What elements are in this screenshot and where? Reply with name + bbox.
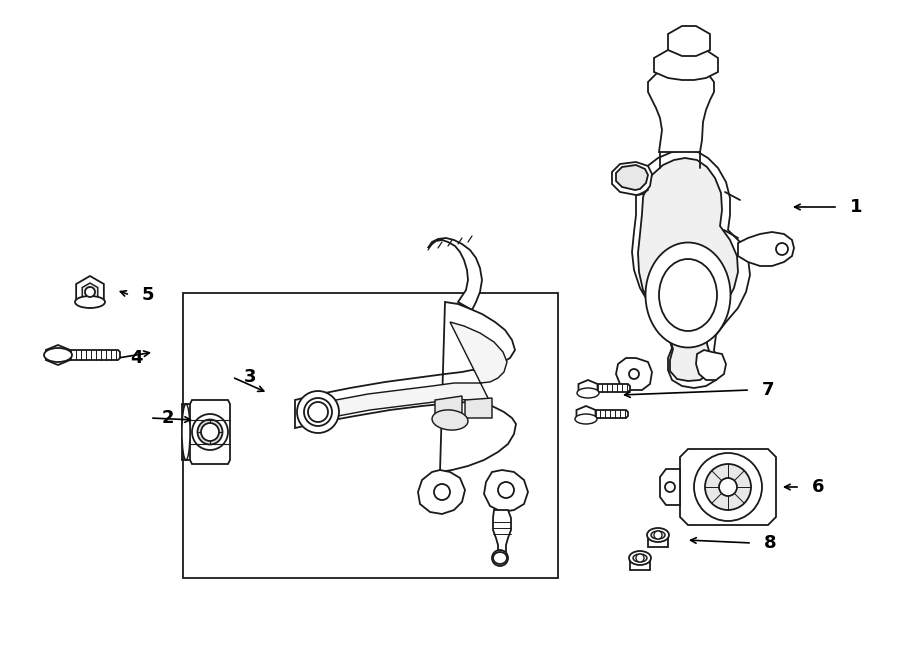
Polygon shape: [46, 345, 70, 365]
Ellipse shape: [659, 259, 717, 331]
Circle shape: [629, 369, 639, 379]
Polygon shape: [82, 283, 98, 301]
Polygon shape: [435, 396, 462, 416]
Polygon shape: [668, 26, 710, 56]
Text: 5: 5: [142, 286, 155, 304]
Polygon shape: [428, 238, 482, 310]
Ellipse shape: [197, 420, 222, 444]
Polygon shape: [579, 380, 598, 396]
Ellipse shape: [694, 453, 762, 521]
Polygon shape: [680, 449, 776, 525]
Polygon shape: [577, 406, 596, 422]
Ellipse shape: [647, 528, 669, 542]
Polygon shape: [696, 350, 726, 380]
Bar: [183, 293, 558, 578]
Polygon shape: [654, 48, 718, 80]
Polygon shape: [648, 66, 714, 152]
Circle shape: [434, 484, 450, 500]
Polygon shape: [484, 470, 528, 512]
Polygon shape: [190, 400, 230, 464]
Ellipse shape: [705, 464, 751, 510]
Circle shape: [776, 243, 788, 255]
Text: 3: 3: [244, 368, 256, 386]
Polygon shape: [612, 162, 652, 195]
Circle shape: [492, 550, 508, 566]
Polygon shape: [616, 358, 652, 390]
Polygon shape: [76, 276, 104, 308]
Ellipse shape: [432, 410, 468, 430]
Ellipse shape: [577, 388, 599, 398]
Polygon shape: [310, 322, 507, 422]
Polygon shape: [738, 232, 794, 266]
Circle shape: [636, 554, 644, 562]
Polygon shape: [632, 150, 750, 388]
Ellipse shape: [304, 398, 332, 426]
Polygon shape: [71, 350, 120, 360]
Bar: [630, 562, 650, 570]
Ellipse shape: [629, 551, 651, 565]
Text: 6: 6: [812, 478, 824, 496]
Ellipse shape: [44, 348, 72, 362]
Polygon shape: [660, 469, 680, 505]
Circle shape: [654, 531, 662, 539]
Ellipse shape: [575, 414, 597, 424]
Circle shape: [308, 402, 328, 422]
Ellipse shape: [182, 404, 190, 460]
Ellipse shape: [633, 554, 647, 562]
Polygon shape: [493, 510, 511, 555]
Polygon shape: [418, 470, 465, 514]
Circle shape: [498, 482, 514, 498]
Ellipse shape: [297, 391, 339, 433]
Bar: [648, 539, 668, 547]
Ellipse shape: [645, 242, 731, 348]
Polygon shape: [465, 398, 492, 418]
Ellipse shape: [651, 531, 665, 539]
Text: 1: 1: [850, 198, 862, 216]
Polygon shape: [638, 158, 738, 381]
Ellipse shape: [493, 552, 507, 564]
Ellipse shape: [192, 414, 228, 450]
Polygon shape: [616, 165, 648, 190]
Text: 2: 2: [162, 409, 175, 427]
Polygon shape: [598, 384, 630, 392]
Circle shape: [85, 287, 95, 297]
Circle shape: [201, 423, 219, 441]
Text: 4: 4: [130, 349, 142, 367]
Text: 7: 7: [762, 381, 775, 399]
Polygon shape: [295, 302, 516, 472]
Ellipse shape: [719, 478, 737, 496]
Circle shape: [665, 482, 675, 492]
Polygon shape: [596, 410, 628, 418]
Ellipse shape: [75, 296, 105, 308]
Text: 8: 8: [764, 534, 777, 552]
